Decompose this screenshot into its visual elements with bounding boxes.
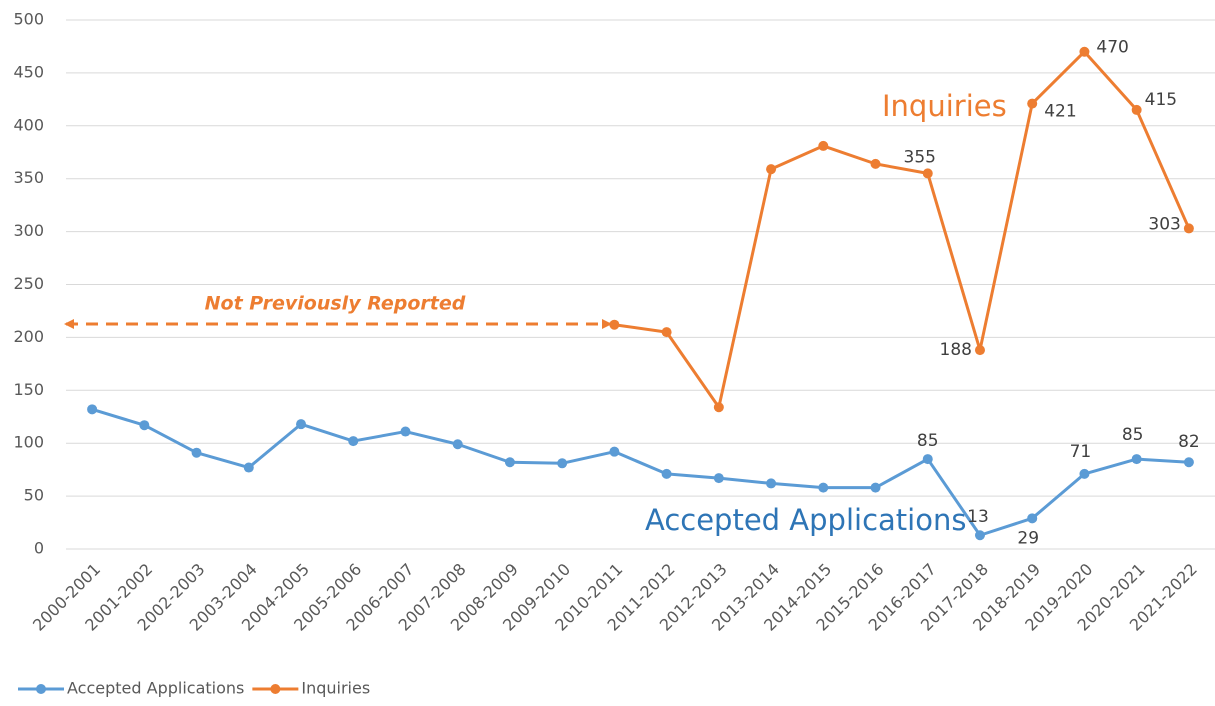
legend-marker — [270, 684, 281, 694]
data-point — [974, 345, 985, 356]
data-point — [139, 420, 150, 431]
data-label: 355 — [904, 147, 936, 167]
data-label: 85 — [917, 431, 939, 451]
series-line — [614, 50, 1191, 409]
y-tick-label: 450 — [13, 62, 44, 81]
data-point — [87, 404, 98, 415]
data-point — [609, 446, 620, 457]
data-label: 415 — [1145, 90, 1177, 110]
data-label: 85 — [1122, 425, 1144, 445]
data-point — [452, 439, 463, 450]
y-tick-label: 150 — [13, 380, 44, 399]
data-point — [1131, 104, 1142, 115]
y-tick-label: 200 — [13, 327, 44, 346]
series-line — [91, 407, 1189, 537]
annotation: Not Previously Reported — [205, 293, 466, 315]
data-point — [870, 158, 881, 169]
data-point — [870, 482, 881, 493]
data-point — [243, 462, 254, 473]
y-tick-label: 300 — [13, 221, 44, 240]
data-label: 421 — [1044, 102, 1076, 122]
data-label: 82 — [1178, 432, 1200, 452]
annotation: Inquiries — [882, 89, 1007, 123]
legend-label: Inquiries — [301, 679, 370, 698]
data-point — [1079, 468, 1090, 479]
data-point — [1079, 46, 1090, 57]
data-label: 29 — [1017, 528, 1039, 548]
legend-label: Accepted Applications — [67, 679, 244, 698]
data-point — [922, 168, 933, 179]
data-point — [400, 426, 411, 437]
annotation: Accepted Applications — [645, 503, 966, 537]
data-point — [766, 164, 777, 175]
data-point — [1131, 454, 1142, 465]
data-point — [557, 458, 568, 469]
legend-marker — [36, 684, 46, 694]
data-label: 470 — [1096, 38, 1128, 58]
y-tick-label: 50 — [24, 486, 44, 505]
y-tick-label: 400 — [13, 115, 44, 134]
data-label: 303 — [1148, 214, 1180, 234]
y-tick-label: 0 — [34, 539, 44, 558]
data-point — [818, 482, 829, 493]
data-point — [1183, 223, 1194, 234]
data-point — [1027, 513, 1038, 524]
data-point — [1027, 98, 1038, 109]
y-tick-label: 350 — [13, 168, 44, 187]
data-point — [661, 327, 672, 338]
data-point — [766, 478, 777, 489]
data-point — [296, 419, 307, 430]
data-point — [504, 457, 515, 468]
data-point — [922, 454, 933, 465]
data-point — [661, 468, 672, 479]
data-label: 188 — [940, 340, 972, 360]
data-point — [974, 530, 985, 541]
data-point — [348, 436, 359, 447]
y-tick-label: 500 — [13, 10, 44, 29]
data-point — [1183, 457, 1194, 468]
data-point — [818, 140, 829, 151]
data-label: 71 — [1070, 442, 1092, 462]
data-label: 13 — [967, 507, 989, 527]
data-point — [191, 447, 202, 458]
y-tick-label: 250 — [13, 274, 44, 293]
data-point — [609, 319, 620, 330]
data-point — [713, 402, 724, 413]
data-point — [713, 473, 724, 484]
y-tick-label: 100 — [13, 433, 44, 452]
